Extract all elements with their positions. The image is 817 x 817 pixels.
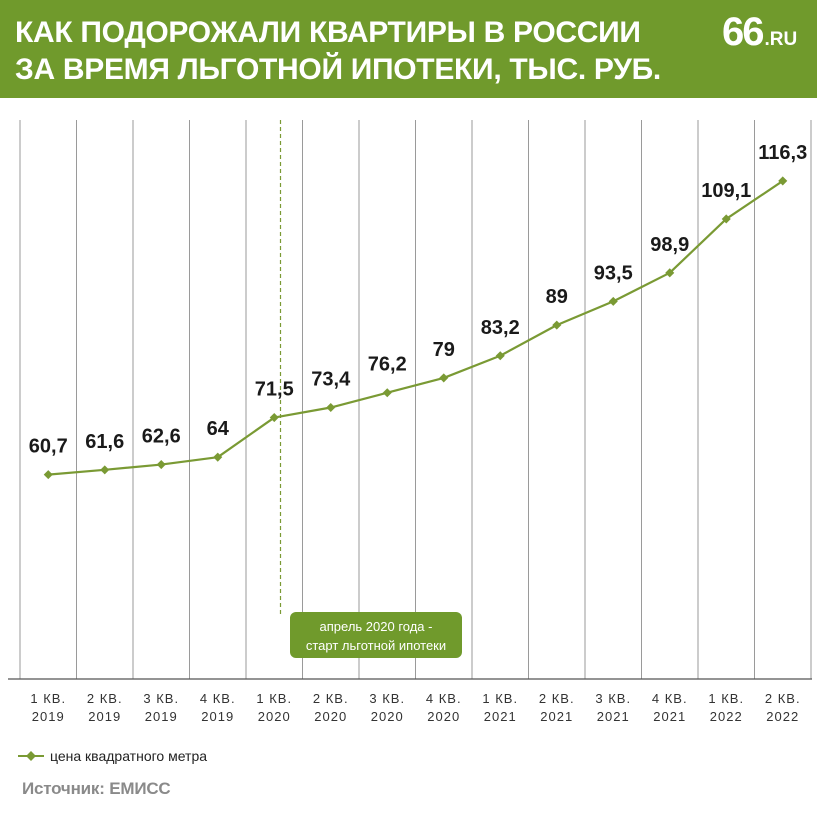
data-point (100, 465, 110, 475)
x-tick-label: 2022 (710, 709, 743, 724)
data-label: 89 (546, 286, 568, 308)
data-point (552, 320, 562, 330)
x-tick-label: 3 КВ. (369, 691, 405, 706)
x-tick-label: 4 КВ. (426, 691, 462, 706)
title-line-2: ЗА ВРЕМЯ ЛЬГОТНОЙ ИПОТЕКИ, ТЫС. РУБ. (15, 53, 661, 86)
x-tick-label: 2021 (484, 709, 517, 724)
x-tick-label: 2 КВ. (87, 691, 123, 706)
event-callout-line-1: апрель 2020 года - (320, 619, 433, 634)
site-logo[interactable]: 66 .RU (722, 10, 797, 55)
x-tick-label: 1 КВ. (482, 691, 518, 706)
data-point (439, 373, 449, 383)
event-callout-box (290, 612, 462, 658)
header-banner: КАК ПОДОРОЖАЛИ КВАРТИРЫ В РОССИИ ЗА ВРЕМ… (0, 0, 817, 98)
x-tick-label: 2021 (597, 709, 630, 724)
data-point (43, 470, 53, 480)
x-tick-label: 2 КВ. (539, 691, 575, 706)
logo-number: 66 (722, 10, 764, 54)
x-tick-label: 2020 (258, 709, 291, 724)
x-tick-label: 2019 (145, 709, 178, 724)
x-tick-label: 3 КВ. (143, 691, 179, 706)
series-line (48, 180, 784, 476)
event-callout-line-2: старт льготной ипотеки (306, 638, 446, 653)
logo-suffix: .RU (764, 29, 798, 50)
source-note: Источник: ЕМИСС (22, 779, 171, 798)
x-tick-label: 2 КВ. (313, 691, 349, 706)
legend-line-marker-icon (18, 751, 44, 761)
data-label: 61,6 (85, 431, 124, 453)
x-tick-label: 3 КВ. (595, 691, 631, 706)
x-tick-label: 1 КВ. (30, 691, 66, 706)
line-chart: 1 КВ. 2019 2 КВ. 2019 3 КВ. 2019 4 КВ. 2019 1 КВ… (8, 120, 812, 724)
x-tick-label: 1 КВ. (256, 691, 292, 706)
x-tick-label: 2021 (540, 709, 573, 724)
x-tick-label: 2021 (653, 709, 686, 724)
legend-label: цена квадратного метра (50, 748, 208, 764)
data-label: 60,7 (29, 436, 68, 458)
x-tick-label: 1 КВ. (708, 691, 744, 706)
data-point (382, 388, 392, 398)
x-tick-label: 2020 (371, 709, 404, 724)
data-label: 71,5 (255, 379, 294, 401)
data-label: 98,9 (650, 234, 689, 256)
data-label: 62,6 (142, 426, 181, 448)
x-tick-label: 2019 (88, 709, 121, 724)
data-label: 116,3 (758, 142, 807, 164)
x-tick-label: 2020 (314, 709, 347, 724)
data-point (326, 402, 336, 413)
x-tick-label: 2020 (427, 709, 460, 724)
data-label: 83,2 (481, 317, 520, 339)
data-label: 73,4 (311, 369, 351, 391)
data-label: 79 (433, 339, 455, 361)
x-tick-label: 2022 (766, 709, 799, 724)
page-title: КАК ПОДОРОЖАЛИ КВАРТИРЫ В РОССИИ ЗА ВРЕМ… (15, 14, 661, 88)
data-label: 93,5 (594, 262, 633, 284)
x-tick-label: 2019 (201, 709, 234, 724)
x-tick-label: 2019 (32, 709, 65, 724)
title-line-1: КАК ПОДОРОЖАЛИ КВАРТИРЫ В РОССИИ (15, 16, 641, 49)
data-label: 64 (207, 418, 230, 440)
data-label: 76,2 (368, 354, 407, 376)
data-point (213, 452, 223, 462)
x-tick-label: 2 КВ. (765, 691, 801, 706)
x-tick-label: 4 КВ. (200, 691, 236, 706)
data-point (608, 296, 618, 306)
data-label: 109,1 (701, 180, 751, 202)
chart-legend: цена квадратного метра (18, 746, 207, 766)
data-point (156, 460, 166, 470)
x-tick-label: 4 КВ. (652, 691, 688, 706)
data-point (495, 351, 505, 361)
